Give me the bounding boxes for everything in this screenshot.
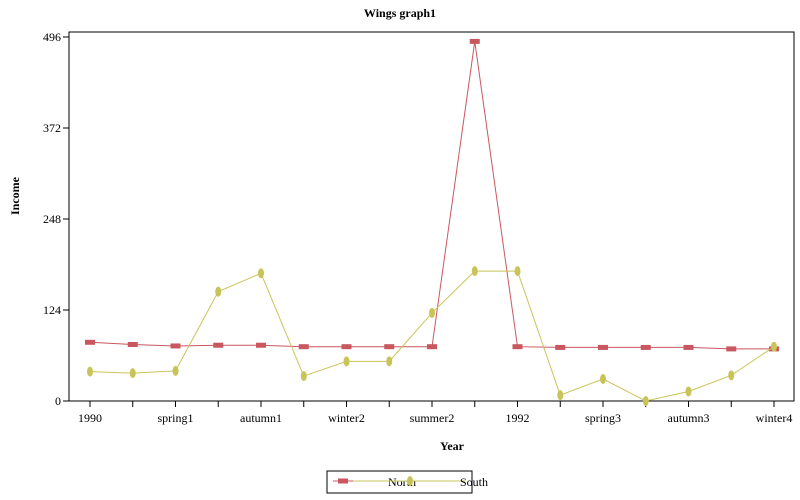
data-point: [685, 386, 692, 397]
data-point: [341, 344, 352, 350]
y-tick-label: 248: [43, 212, 61, 226]
data-point: [683, 344, 694, 350]
x-tick-label: spring1: [158, 411, 194, 425]
data-point: [771, 341, 777, 352]
legend-label: South: [460, 475, 488, 489]
series-line: [89, 41, 774, 350]
data-point: [640, 344, 651, 350]
data-point: [215, 286, 222, 297]
x-axis-label: Year: [440, 439, 465, 453]
chart-title: Wings graph1: [364, 6, 436, 20]
data-point: [555, 344, 566, 350]
x-axis: 1990 spring1 autumn1 winter2 summer2 1992 spri…: [78, 401, 792, 425]
x-tick-label: summer2: [410, 411, 455, 425]
data-point: [298, 344, 309, 350]
data-point: [557, 390, 564, 401]
x-tick-label: 1990: [78, 411, 102, 425]
series-line: [89, 270, 775, 402]
data-point: [469, 38, 480, 44]
x-tick-label: 1992: [506, 411, 530, 425]
series-south: [87, 266, 777, 406]
data-point: [300, 371, 307, 382]
x-tick-label: autumn1: [240, 411, 282, 425]
y-axis: 0 124 248 372 496: [43, 30, 69, 408]
data-point: [427, 344, 437, 350]
data-point: [170, 343, 181, 349]
y-tick-label: 372: [43, 121, 61, 135]
data-point: [258, 268, 264, 279]
data-point: [386, 356, 393, 367]
data-point: [429, 307, 435, 318]
legend-marker: [407, 476, 413, 486]
data-point: [598, 344, 608, 350]
legend-marker: [338, 478, 348, 484]
data-point: [514, 266, 521, 277]
x-tick-label: winter4: [756, 411, 793, 425]
data-point: [471, 266, 478, 277]
x-tick-label: autumn3: [668, 411, 710, 425]
data-point: [600, 373, 606, 384]
data-point: [127, 341, 138, 347]
y-axis-label: Income: [8, 176, 22, 215]
data-point: [213, 342, 224, 348]
legend: North South: [326, 470, 488, 494]
data-point: [726, 346, 737, 352]
x-tick-label: winter2: [328, 411, 365, 425]
series-north: [85, 38, 779, 352]
data-point: [256, 342, 266, 348]
data-point: [384, 344, 395, 350]
y-tick-label: 0: [55, 394, 61, 408]
x-tick-label: spring3: [585, 411, 621, 425]
legend-item-south: South: [353, 475, 488, 489]
data-point: [129, 368, 136, 379]
data-point: [85, 339, 95, 345]
series-layer: [85, 38, 779, 406]
y-tick-label: 124: [43, 303, 61, 317]
data-point: [87, 366, 93, 377]
y-tick-label: 496: [43, 30, 61, 44]
data-point: [642, 396, 649, 406]
data-point: [728, 370, 735, 381]
data-point: [512, 344, 523, 350]
data-point: [343, 356, 350, 367]
data-point: [172, 365, 179, 376]
legend-frame: [326, 470, 473, 494]
